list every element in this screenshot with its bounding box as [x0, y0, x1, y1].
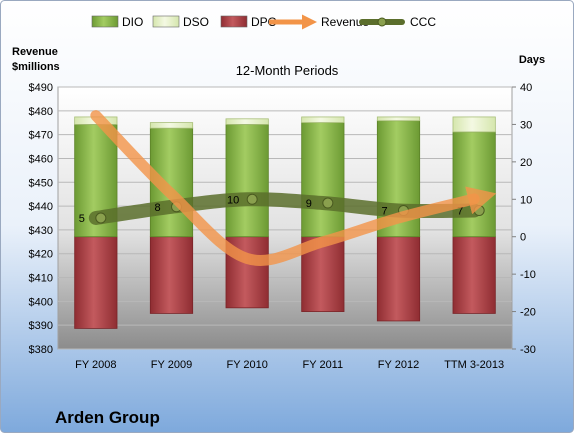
legend-item-dso: DSO: [152, 15, 209, 29]
left-tick-label: $380: [29, 344, 53, 356]
bar-dso: [452, 116, 496, 133]
bar-dpo: [149, 236, 194, 314]
bar-dso: [225, 118, 269, 125]
left-tick-label: $400: [29, 296, 53, 308]
right-tick-label: -30: [520, 344, 536, 356]
ccc-point: [473, 205, 485, 217]
bar-dpo: [452, 236, 496, 314]
revenue-line-layer: [90, 110, 497, 266]
bar-dso: [376, 116, 421, 122]
legend-marker: [377, 17, 387, 27]
ccc-data-label: 10: [227, 194, 239, 206]
bar-dio: [225, 124, 269, 238]
right-axis-title: Days: [519, 54, 545, 66]
x-tick-label: FY 2008: [75, 359, 116, 371]
bar-dpo: [74, 236, 118, 329]
ccc-point: [322, 197, 334, 209]
bar-dpo: [376, 236, 421, 322]
legend-label: Revenue: [321, 15, 369, 29]
right-tick-label: 40: [520, 82, 532, 94]
bar-dso: [301, 116, 345, 123]
legend-item-dio: DIO: [91, 15, 143, 29]
x-tick-label: TTM 3-2013: [444, 359, 504, 371]
left-tick-label: $490: [29, 82, 53, 94]
legend-swatch: [152, 15, 180, 28]
company-name: Arden Group: [55, 408, 160, 427]
legend-swatch: [220, 15, 248, 28]
revenue-line: [90, 110, 497, 266]
left-tick-label: $420: [29, 249, 53, 261]
right-tick-label: 30: [520, 119, 532, 131]
bar-dio: [301, 122, 345, 238]
legend-label: DPO: [251, 15, 277, 29]
legend-label: DIO: [122, 15, 143, 29]
x-tick-label: FY 2009: [151, 359, 192, 371]
left-tick-label: $390: [29, 320, 53, 332]
legend-label: CCC: [410, 15, 436, 29]
chart-subtitle: 12-Month Periods: [236, 63, 339, 78]
left-tick-label: $410: [29, 273, 53, 285]
right-tick-label: 0: [520, 232, 526, 244]
axes: $380 $390 $400 $410 $420 $430 $440 $450 $460 $470…: [29, 82, 536, 371]
x-tick-label: FY 2012: [378, 359, 419, 371]
left-tick-label: $430: [29, 225, 53, 237]
legend: DIO DSO DPO Revenue CCC: [91, 14, 436, 30]
left-axis-title: Revenue $millions: [12, 46, 61, 73]
legend-label: DSO: [183, 15, 209, 29]
right-tick-label: 10: [520, 194, 532, 206]
legend-item-dpo: DPO: [220, 15, 277, 29]
right-tick-label: -20: [520, 307, 536, 319]
ccc-point: [246, 193, 258, 205]
ccc-data-label: 9: [306, 198, 312, 210]
legend-item-ccc: CCC: [359, 15, 436, 29]
ccc-data-label: 8: [154, 202, 160, 214]
left-tick-label: $460: [29, 153, 53, 165]
legend-item-revenue: Revenue: [269, 14, 369, 30]
bar-dio: [452, 131, 496, 238]
ccc-data-label: 7: [381, 206, 387, 218]
right-tick-label: 20: [520, 157, 532, 169]
left-tick-label: $480: [29, 106, 53, 118]
ccc-data-label: 7: [457, 206, 463, 218]
legend-swatch: [91, 15, 119, 28]
left-tick-label: $450: [29, 177, 53, 189]
left-tick-label: $470: [29, 130, 53, 142]
left-axis-title-line-2: $millions: [12, 61, 60, 73]
x-tick-label: FY 2010: [226, 359, 267, 371]
left-axis-title-line-1: Revenue: [12, 46, 58, 58]
right-tick-label: -10: [520, 269, 536, 281]
ccc-point: [95, 212, 107, 224]
ccc-data-label: 5: [79, 213, 85, 225]
x-tick-label: FY 2011: [303, 359, 344, 371]
bar-dso: [149, 122, 194, 129]
left-tick-label: $440: [29, 201, 53, 213]
